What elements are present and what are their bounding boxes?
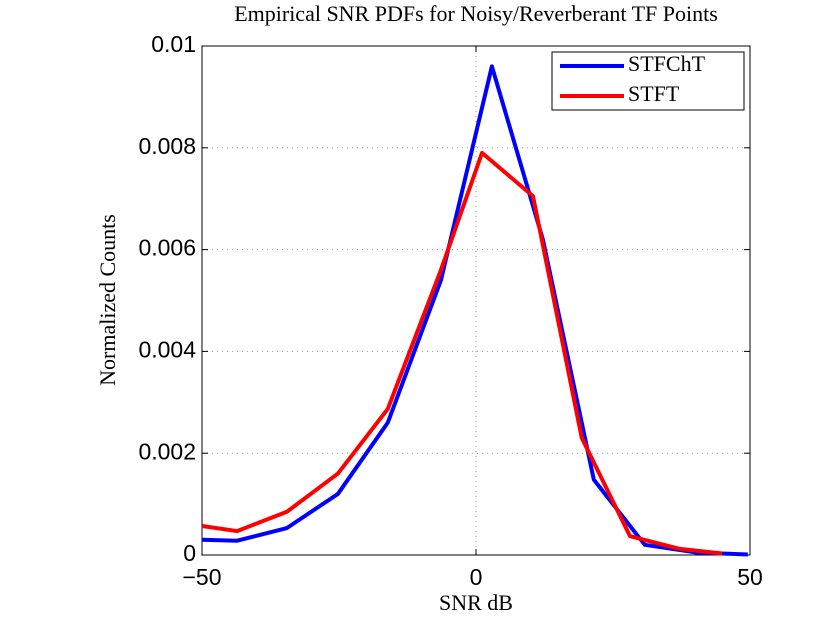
legend-box <box>551 51 745 111</box>
series-line <box>201 150 723 556</box>
y-tick-label: 0.002 <box>138 438 196 464</box>
x-tick-label: 0 <box>470 564 483 590</box>
y-tick-label: 0.008 <box>138 133 196 159</box>
legend-label: STFChT <box>628 51 706 76</box>
y-tick-label: 0.004 <box>138 336 196 362</box>
x-tick-label: −50 <box>182 564 221 590</box>
y-axis-label: Normalized Counts <box>95 214 120 386</box>
plot-frame <box>201 45 751 556</box>
y-tick-label: 0.006 <box>138 235 196 261</box>
y-tick-label: 0.01 <box>151 31 196 57</box>
series-line <box>201 64 748 557</box>
x-tick-label: 50 <box>737 564 763 590</box>
x-axis-label: SNR dB <box>439 590 513 615</box>
legend-label: STFT <box>628 81 680 106</box>
chart-title: Empirical SNR PDFs for Noisy/Reverberant… <box>234 1 718 26</box>
y-tick-label: 0 <box>183 540 196 566</box>
